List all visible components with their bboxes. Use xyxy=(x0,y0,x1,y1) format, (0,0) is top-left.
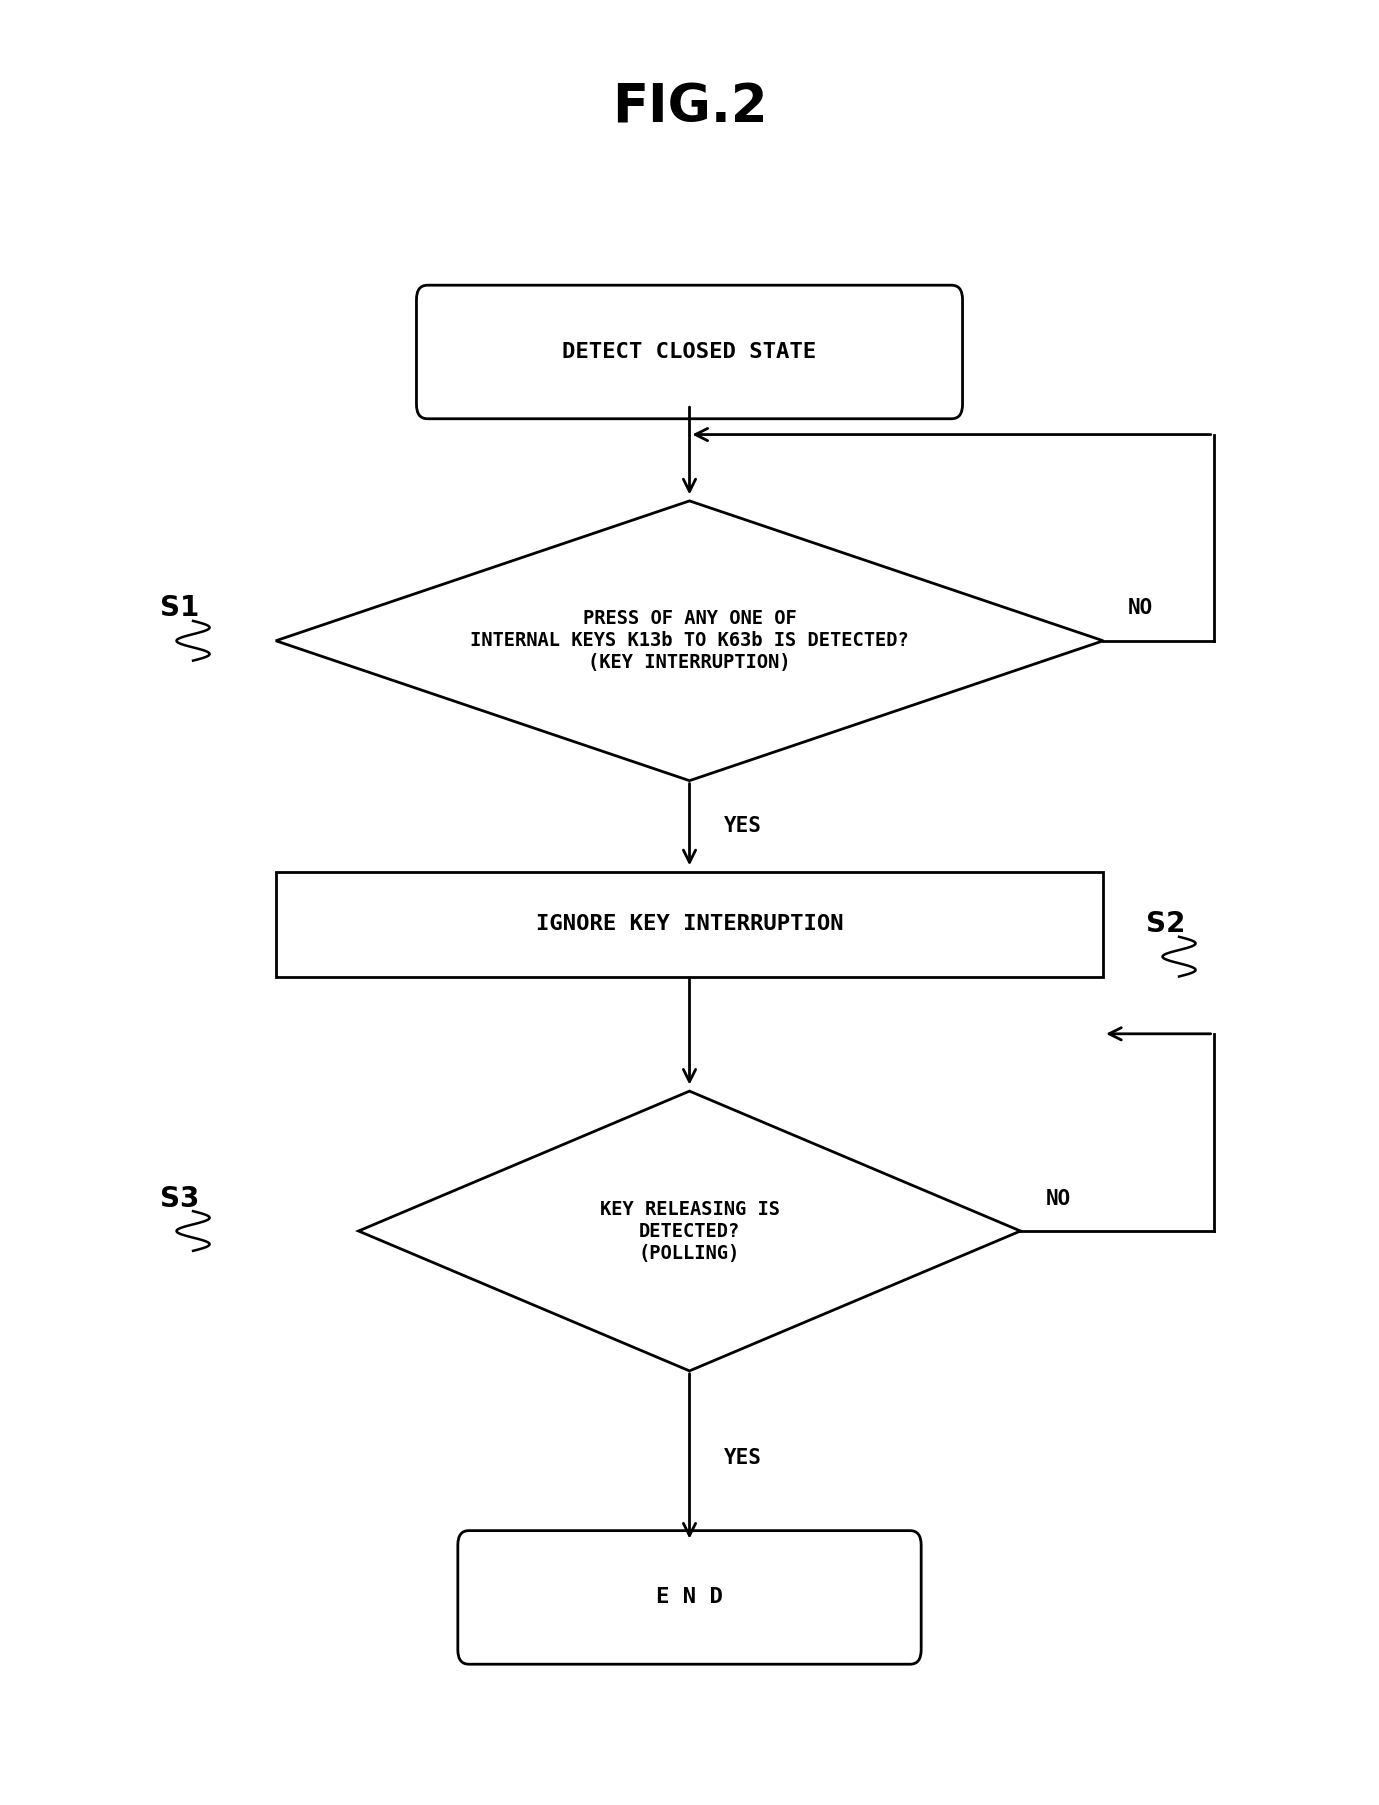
Text: NO: NO xyxy=(1128,597,1153,619)
Text: YES: YES xyxy=(724,816,761,836)
Text: E N D: E N D xyxy=(656,1587,723,1608)
Text: S3: S3 xyxy=(160,1184,199,1213)
Polygon shape xyxy=(276,500,1103,780)
Text: YES: YES xyxy=(724,1448,761,1467)
Bar xyxy=(276,872,1103,977)
Text: KEY RELEASING IS
DETECTED?
(POLLING): KEY RELEASING IS DETECTED? (POLLING) xyxy=(600,1200,779,1262)
Text: IGNORE KEY INTERRUPTION: IGNORE KEY INTERRUPTION xyxy=(535,913,844,935)
FancyBboxPatch shape xyxy=(416,285,963,419)
Text: S2: S2 xyxy=(1146,910,1185,939)
Text: FIG.2: FIG.2 xyxy=(612,81,767,134)
Polygon shape xyxy=(359,1090,1020,1372)
Text: NO: NO xyxy=(1045,1188,1070,1209)
Text: DETECT CLOSED STATE: DETECT CLOSED STATE xyxy=(563,341,816,363)
Text: PRESS OF ANY ONE OF
INTERNAL KEYS K13b TO K63b IS DETECTED?
(KEY INTERRUPTION): PRESS OF ANY ONE OF INTERNAL KEYS K13b T… xyxy=(470,610,909,671)
FancyBboxPatch shape xyxy=(458,1531,921,1664)
Text: S1: S1 xyxy=(160,594,199,623)
